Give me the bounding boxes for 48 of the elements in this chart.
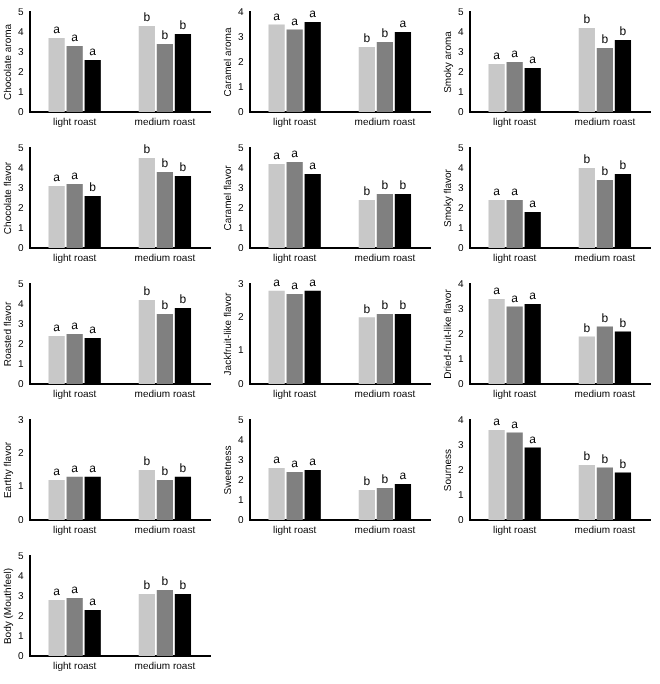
bar [578, 28, 595, 112]
bar [156, 44, 174, 112]
bar [48, 336, 65, 384]
bar [66, 334, 83, 384]
bar [376, 42, 394, 112]
bar [488, 64, 505, 112]
bar [506, 200, 523, 248]
bar [358, 47, 375, 112]
bar [358, 317, 375, 384]
bar [156, 314, 174, 384]
bar [506, 62, 523, 112]
bar [596, 180, 614, 248]
bar [376, 194, 394, 248]
bar [578, 168, 595, 248]
bar [66, 598, 83, 656]
bar [596, 48, 614, 112]
bar [596, 467, 614, 520]
bar [596, 326, 614, 384]
bar [268, 164, 285, 248]
bar [578, 465, 595, 520]
bar [268, 468, 285, 520]
bar [286, 162, 303, 248]
bar [156, 590, 174, 656]
bar [138, 158, 155, 248]
bar [578, 336, 595, 384]
bar [138, 26, 155, 112]
bar [506, 306, 523, 384]
bar [268, 24, 285, 112]
bar [286, 29, 303, 112]
bar [286, 472, 303, 520]
bar [358, 200, 375, 248]
bar [268, 290, 285, 384]
bar [358, 490, 375, 520]
bar [48, 186, 65, 248]
bar [286, 294, 303, 384]
bar [488, 200, 505, 248]
bar [376, 488, 394, 520]
bar [156, 172, 174, 248]
bar [138, 300, 155, 384]
bar [376, 314, 394, 384]
bar [48, 600, 65, 656]
bar [506, 432, 523, 520]
bar [488, 299, 505, 384]
bar [66, 46, 83, 112]
bar [48, 38, 65, 112]
bar [138, 594, 155, 656]
bar [488, 430, 505, 520]
bar [66, 184, 83, 248]
